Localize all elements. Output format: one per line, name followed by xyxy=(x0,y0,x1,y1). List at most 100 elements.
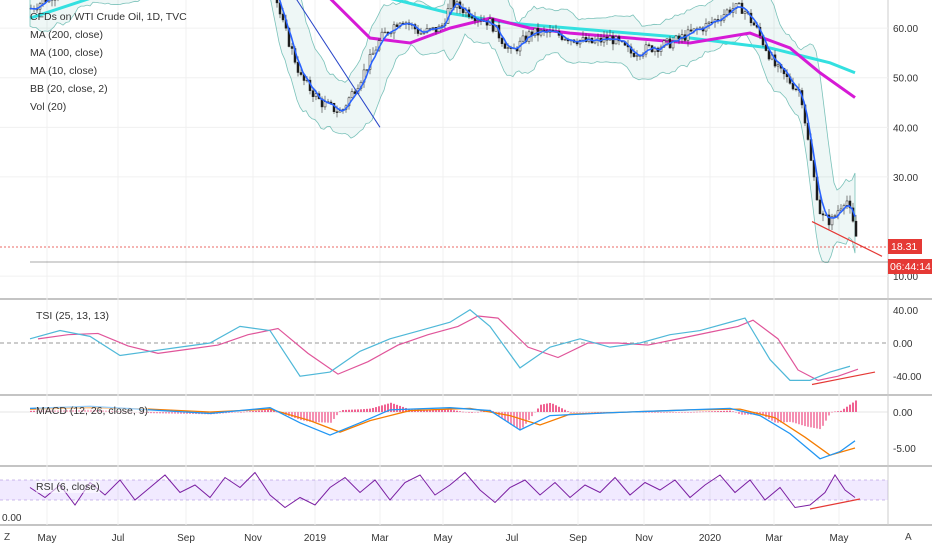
tsi-tick: 0.00 xyxy=(893,339,913,350)
last-price-label: 18.31 xyxy=(891,241,917,253)
time-tick: 2020 xyxy=(699,533,722,544)
candle-body xyxy=(461,8,465,14)
macd-bar xyxy=(249,411,251,412)
macd-bar xyxy=(357,409,359,412)
macd-bar xyxy=(771,412,773,421)
tsi-label[interactable]: TSI (25, 13, 13) xyxy=(36,310,109,322)
price-pane[interactable] xyxy=(0,0,888,263)
macd-bar xyxy=(519,412,521,430)
candle-body xyxy=(581,37,585,41)
main-grid xyxy=(0,0,888,525)
macd-bar xyxy=(648,412,650,413)
macd-bar xyxy=(231,412,233,413)
price-axis[interactable]: 60.00 50.00 40.00 30.00 10.00 xyxy=(893,24,918,283)
time-tick: Jul xyxy=(506,533,519,544)
rsi-axis[interactable]: 0.00 xyxy=(2,513,22,524)
macd-bar xyxy=(360,409,362,412)
time-tick: Nov xyxy=(635,533,653,544)
legend-ma100[interactable]: MA (100, close) xyxy=(30,47,103,59)
candle-body xyxy=(818,199,822,215)
price-tick: 60.00 xyxy=(893,24,918,35)
tsi-tick: -40.00 xyxy=(893,372,922,383)
candle-body xyxy=(380,31,384,41)
macd-bar xyxy=(444,409,446,412)
legend-vol[interactable]: Vol (20) xyxy=(30,101,67,113)
tsi-pane[interactable] xyxy=(0,309,888,386)
legend-ma200[interactable]: MA (200, close) xyxy=(30,29,103,41)
blue-trendline[interactable] xyxy=(270,0,381,128)
macd-bar xyxy=(369,408,371,412)
time-axis[interactable]: May Jul Sep Nov 2019 Mar May Jul Sep Nov 2020 Mar Ma… xyxy=(38,533,849,544)
macd-bar xyxy=(480,411,482,412)
macd-bar xyxy=(705,411,707,412)
macd-bar xyxy=(264,410,266,412)
rsi-label[interactable]: RSI (6, close) xyxy=(36,481,100,493)
price-tick: 30.00 xyxy=(893,173,918,184)
macd-bar xyxy=(759,412,761,415)
macd-bar xyxy=(807,412,809,427)
macd-label[interactable]: MACD (12, 26, close, 9) xyxy=(36,405,149,417)
macd-bar xyxy=(453,410,455,412)
macd-bar xyxy=(681,412,683,413)
macd-bar xyxy=(729,410,731,412)
legend-ma10[interactable]: MA (10, close) xyxy=(30,65,98,77)
rsi-pane[interactable] xyxy=(0,471,888,510)
macd-bar xyxy=(654,412,656,413)
macd-bar xyxy=(843,408,845,412)
candle-body xyxy=(839,208,843,212)
red-trendline-tsi[interactable] xyxy=(811,371,876,386)
macd-bar xyxy=(237,412,239,413)
macd-bar xyxy=(462,411,464,413)
macd-axis[interactable]: 0.00 -5.00 xyxy=(893,408,916,455)
macd-bar xyxy=(552,403,554,412)
macd-bar xyxy=(174,412,176,414)
macd-bar xyxy=(567,411,569,412)
symbol-title[interactable]: CFDs on WTI Crude Oil, 1D, TVC xyxy=(30,11,187,23)
candle-body xyxy=(776,64,780,67)
macd-bar xyxy=(153,412,155,414)
macd-bar xyxy=(366,408,368,412)
macd-bar xyxy=(351,409,353,412)
macd-bar xyxy=(789,412,791,422)
macd-bar xyxy=(708,411,710,412)
macd-bar xyxy=(177,412,179,414)
macd-bar xyxy=(534,412,536,413)
macd-bar xyxy=(828,412,830,416)
macd-bar xyxy=(582,412,584,413)
candle-body xyxy=(575,42,579,45)
macd-tick: 0.00 xyxy=(893,408,913,419)
macd-bar xyxy=(594,412,596,413)
macd-bar xyxy=(459,411,461,412)
macd-bar xyxy=(471,412,473,413)
candle-body xyxy=(392,24,396,34)
candle-body xyxy=(314,93,318,97)
timezone-toggle[interactable]: Z xyxy=(4,532,10,543)
macd-bar xyxy=(837,411,839,412)
macd-bar xyxy=(561,408,563,412)
candle-body xyxy=(368,54,372,70)
tsi-tick: 40.00 xyxy=(893,306,918,317)
macd-bar xyxy=(315,412,317,423)
auto-scale-toggle[interactable]: A xyxy=(905,532,912,543)
legend-bb[interactable]: BB (20, close, 2) xyxy=(30,83,108,95)
macd-bar xyxy=(420,409,422,412)
macd-bar xyxy=(546,403,548,412)
macd-bar xyxy=(432,409,434,412)
macd-bar xyxy=(687,412,689,413)
macd-bar xyxy=(528,412,530,420)
tsi-axis[interactable]: 40.00 0.00 -40.00 xyxy=(893,306,922,383)
candle-body xyxy=(506,47,510,49)
red-trendline-rsi[interactable] xyxy=(809,498,861,510)
candle-body xyxy=(794,88,798,91)
candle-body xyxy=(743,11,747,14)
candle-body xyxy=(647,44,651,46)
candle-body xyxy=(47,0,51,3)
ma200-line xyxy=(29,0,856,75)
macd-bar xyxy=(783,412,785,423)
time-tick: Nov xyxy=(244,533,262,544)
candle-body xyxy=(791,83,795,90)
red-trendline-price[interactable] xyxy=(811,221,883,257)
macd-bar xyxy=(795,412,797,424)
macd-bar xyxy=(723,410,725,412)
